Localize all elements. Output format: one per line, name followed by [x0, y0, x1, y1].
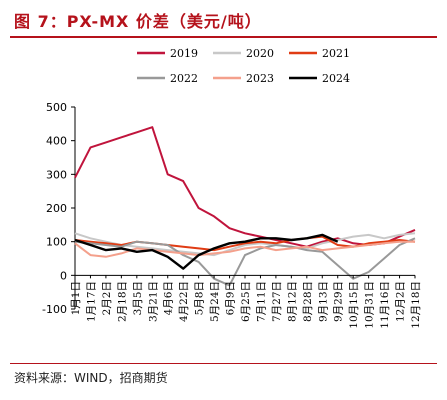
chart-title: 图 7：PX-MX 价差（美元/吨） [14, 12, 262, 31]
x-tick-label: 1月1日 [70, 281, 82, 315]
x-tick-label: 11月16日 [379, 281, 391, 329]
title-rule [10, 36, 437, 38]
x-tick-label: 10月31日 [364, 281, 376, 329]
x-tick-label: 3月5日 [132, 281, 144, 315]
series-line-2022 [74, 237, 416, 287]
x-tick-label: 12月18日 [410, 281, 422, 329]
x-tick-label: 3月21日 [147, 281, 159, 322]
x-tick-label: 6月25日 [240, 281, 252, 322]
x-tick-label: 8月12日 [286, 281, 298, 322]
legend-label-2022: 2022 [170, 72, 198, 85]
x-tick-label: 12月2日 [395, 281, 407, 322]
x-tick-label: 5月24日 [209, 281, 221, 322]
x-tick-label: 1月17日 [85, 281, 97, 322]
x-tick-label: 8月28日 [302, 281, 314, 322]
series-line-2020 [74, 232, 416, 257]
source-note: 资料来源：WIND，招商期货 [14, 371, 168, 385]
x-tick-label: 4月6日 [163, 281, 175, 315]
x-tick-label: 7月11日 [255, 281, 267, 322]
series-line-2019 [74, 126, 416, 248]
legend-label-2023: 2023 [246, 72, 274, 85]
x-tick-label: 7月27日 [271, 281, 283, 322]
y-tick-label: 200 [46, 202, 67, 215]
legend-label-2021: 2021 [322, 47, 350, 60]
x-tick-label: 2月18日 [116, 281, 128, 322]
x-tick-label: 9月29日 [333, 281, 345, 322]
x-tick-label: 6月9日 [225, 281, 237, 315]
y-tick-label: 100 [46, 236, 67, 249]
x-tick-label: 4月22日 [178, 281, 190, 322]
y-tick-label: 500 [46, 101, 67, 114]
series-line-2024 [74, 233, 339, 270]
legend-label-2019: 2019 [170, 47, 198, 60]
x-tick-label: 5月8日 [194, 281, 206, 315]
source-rule [10, 363, 437, 364]
x-tick-label: 10月15日 [348, 281, 360, 329]
x-tick-label: 9月13日 [317, 281, 329, 322]
y-tick-label: 300 [46, 168, 67, 181]
y-tick-label: 400 [46, 135, 67, 148]
y-tick-label: -100 [42, 303, 67, 316]
legend-label-2024: 2024 [322, 72, 350, 85]
y-tick-label: 0 [60, 269, 67, 282]
px-mx-spread-chart: 2019 2020 2021 2022 2023 2024 -100 0 100 200 300 40… [42, 47, 422, 329]
x-tick-label: 2月2日 [101, 281, 113, 315]
legend-label-2020: 2020 [246, 47, 274, 60]
